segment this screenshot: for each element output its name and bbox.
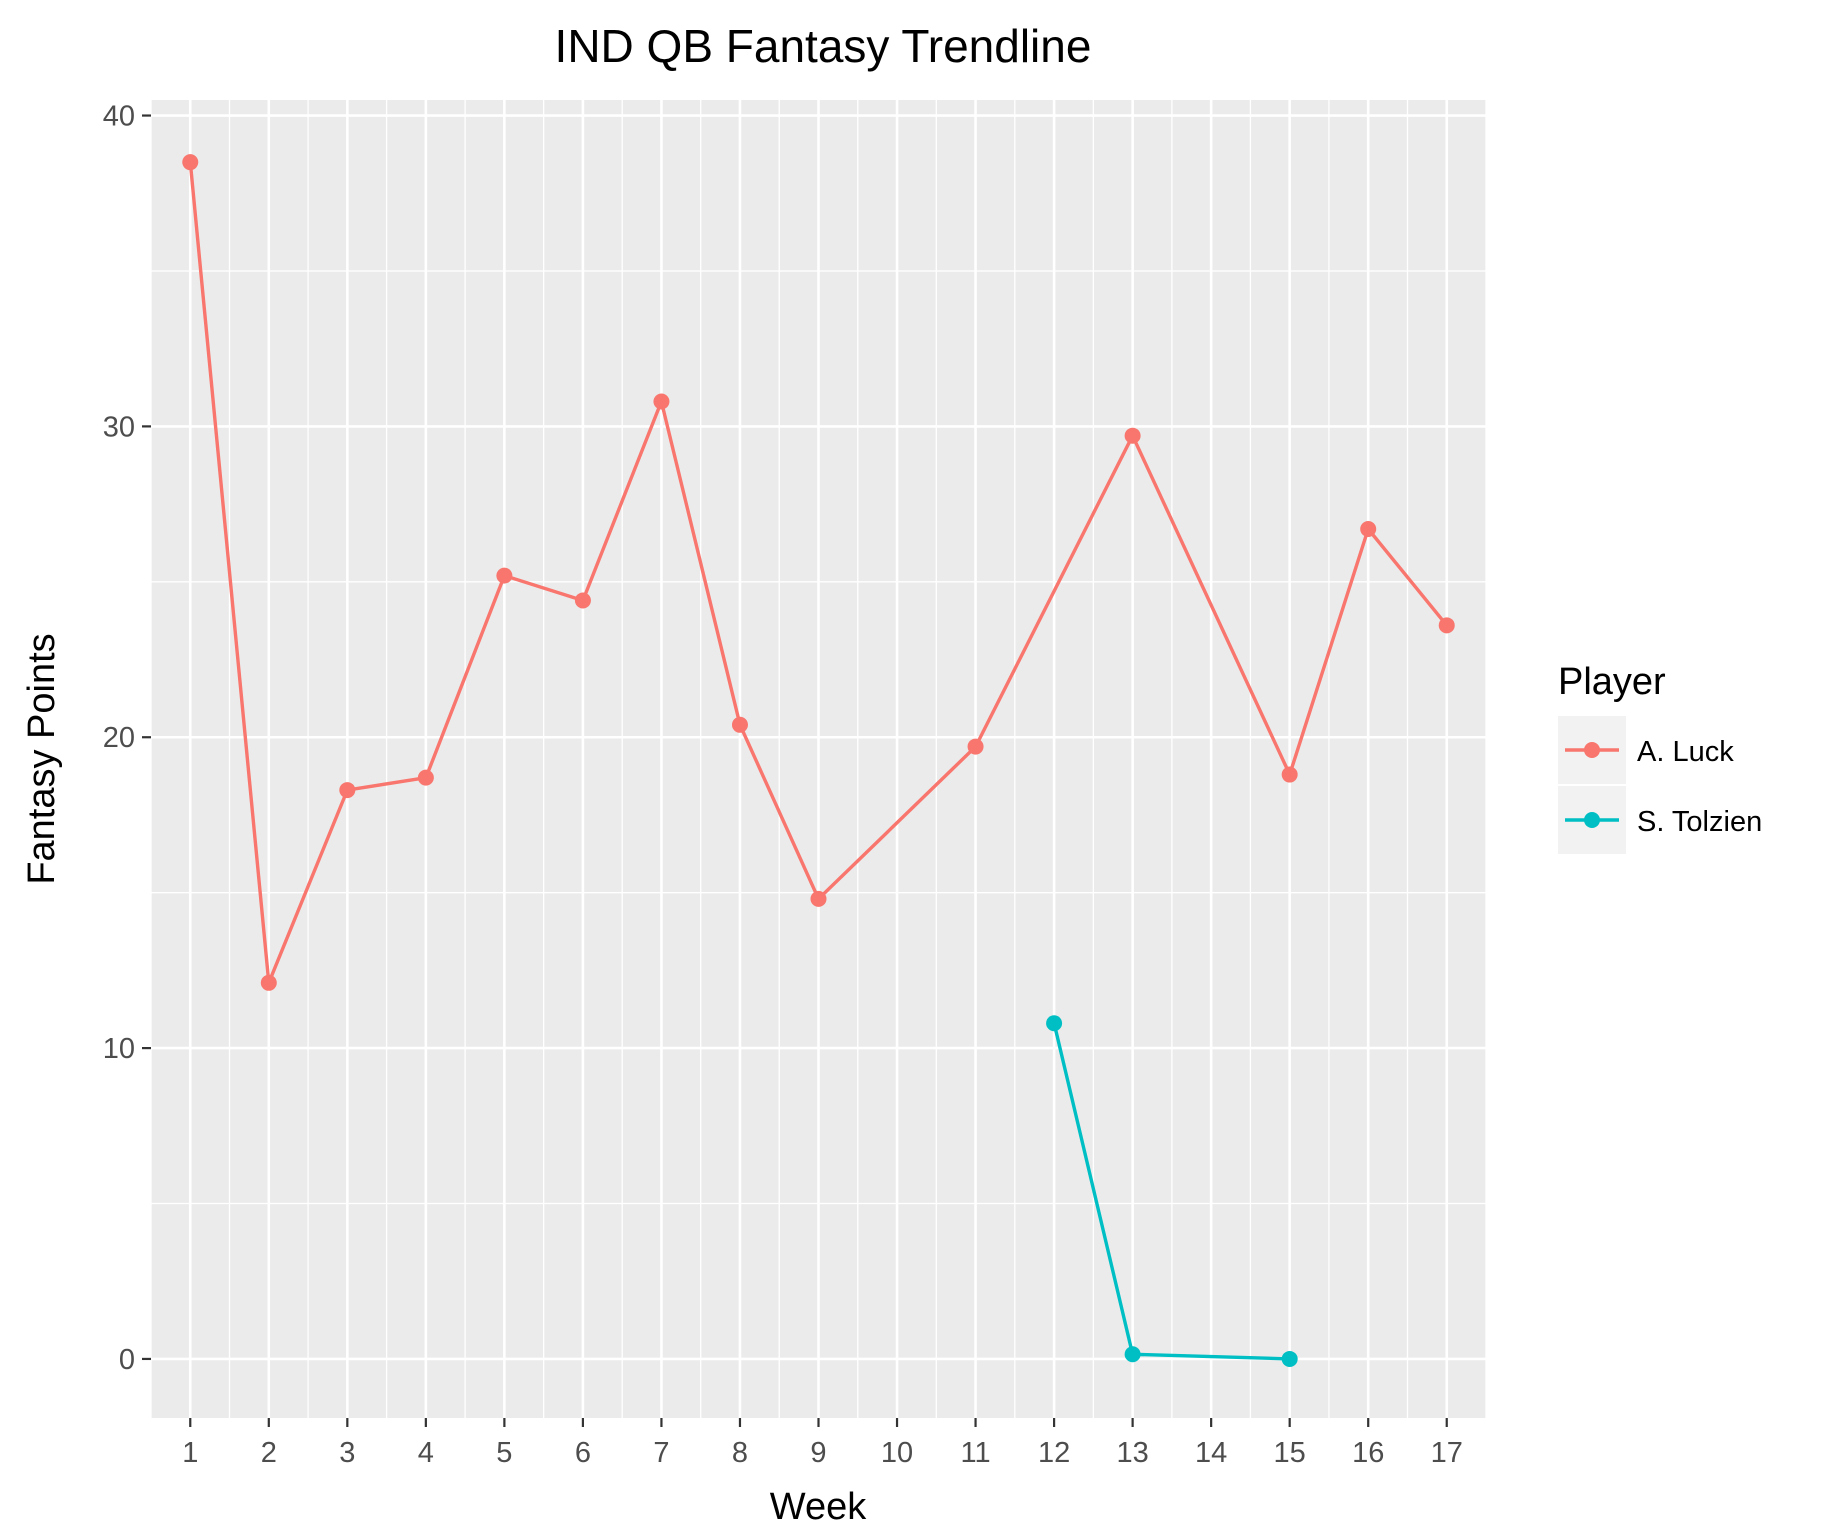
x-tick-label: 5 (496, 1437, 512, 1469)
data-point (182, 154, 199, 171)
chart-title: IND QB Fantasy Trendline (555, 20, 1092, 72)
x-axis-title: Week (770, 1486, 867, 1528)
x-tick-label: 2 (261, 1437, 277, 1469)
x-tick-label: 13 (1116, 1437, 1148, 1469)
data-point (260, 974, 277, 991)
x-tick-label: 8 (732, 1437, 748, 1469)
data-point (1124, 1346, 1141, 1363)
data-point (731, 716, 748, 733)
y-tick-label: 0 (119, 1344, 135, 1376)
series-layer (182, 154, 1455, 1367)
data-point (810, 890, 827, 907)
data-point (1046, 1015, 1063, 1032)
data-point (1281, 1350, 1298, 1367)
x-axis: 1 2 3 4 5 6 7 8 9 10 11 12 13 14 15 16 17 (182, 1418, 1463, 1469)
x-tick-label: 9 (810, 1437, 826, 1469)
y-tick-label: 40 (103, 101, 135, 133)
y-tick-label: 30 (103, 411, 135, 443)
grid-major (151, 100, 1486, 1418)
data-point (653, 393, 670, 410)
x-tick-label: 12 (1038, 1437, 1070, 1469)
data-point (1281, 766, 1298, 783)
legend-title: Player (1558, 661, 1666, 703)
data-point (967, 738, 984, 755)
x-tick-label: 11 (961, 1437, 991, 1469)
x-tick-label: 16 (1352, 1437, 1384, 1469)
data-point (1124, 427, 1141, 444)
data-point (1360, 520, 1377, 537)
x-tick-label: 14 (1195, 1437, 1227, 1469)
x-tick-label: 1 (182, 1437, 198, 1469)
data-point (574, 592, 591, 609)
legend-label: A. Luck (1637, 736, 1734, 768)
data-point (417, 769, 434, 786)
x-tick-label: 4 (418, 1437, 434, 1469)
y-axis: 0 10 20 30 40 (103, 101, 151, 1376)
data-point (1438, 617, 1455, 634)
x-tick-label: 10 (881, 1437, 913, 1469)
x-tick-label: 17 (1431, 1437, 1463, 1469)
x-tick-label: 7 (653, 1437, 669, 1469)
y-axis-title: Fantasy Points (21, 633, 63, 884)
legend: Player A. Luck S. Tolzien (1558, 661, 1762, 854)
x-tick-label: 6 (575, 1437, 591, 1469)
data-point (496, 567, 513, 584)
legend-items: A. Luck S. Tolzien (1558, 716, 1762, 854)
legend-label: S. Tolzien (1637, 806, 1762, 838)
data-point (339, 782, 356, 799)
legend-key-point (1584, 812, 1600, 828)
y-tick-label: 10 (103, 1033, 135, 1065)
legend-key-point (1584, 742, 1600, 758)
y-tick-label: 20 (103, 722, 135, 754)
series-line (188, 160, 1449, 985)
x-tick-label: 3 (339, 1437, 355, 1469)
x-tick-label: 15 (1274, 1437, 1306, 1469)
